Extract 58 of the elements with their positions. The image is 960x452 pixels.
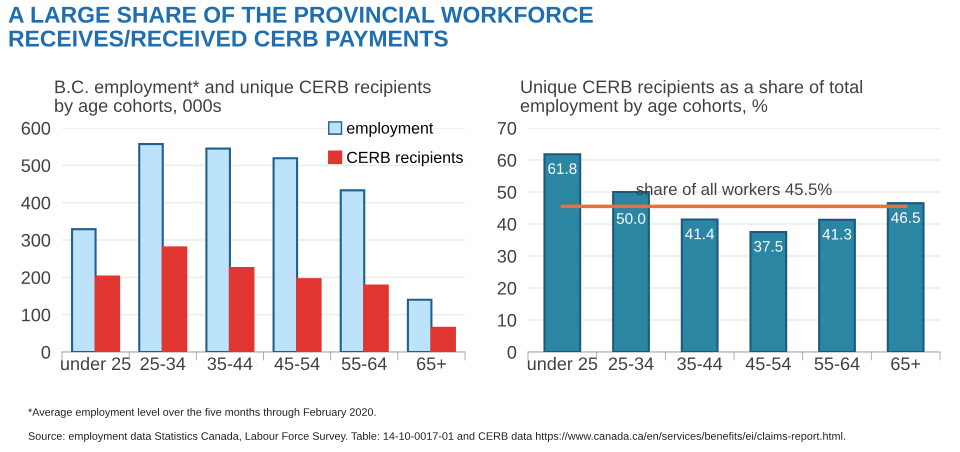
y-tick-label: 70 (498, 122, 516, 135)
y-tick-label: 200 (22, 271, 50, 284)
y-tick-label: 50 (498, 186, 516, 199)
chart-subtitle: Unique CERB recipients as a share of total employment by age cohorts, % (520, 80, 862, 116)
y-tick-label: 0 (508, 346, 516, 359)
x-tick-label: 25-34 (608, 357, 654, 370)
bar (818, 218, 856, 352)
bar (543, 153, 582, 352)
bar (749, 230, 788, 352)
y-tick-label: 30 (497, 250, 516, 263)
bar (228, 266, 254, 352)
y-tick-label: 20 (498, 282, 516, 295)
y-tick-label: 400 (21, 196, 50, 210)
bar (363, 284, 389, 352)
legend-label: employment (346, 122, 434, 137)
x-tick-label: 65+ (417, 357, 446, 370)
x-tick-label: under 25 (61, 356, 130, 370)
y-tick-label: 500 (21, 159, 50, 172)
x-tick-label: 25-34 (140, 357, 186, 370)
x-tick-label: 45-54 (274, 358, 320, 370)
y-tick-label: 100 (22, 308, 50, 322)
data-label: 37.5 (754, 240, 783, 252)
data-label: 46.5 (891, 212, 920, 223)
x-tick-label: under 25 (528, 356, 598, 370)
x-tick-label: 55-64 (814, 357, 860, 370)
y-tick-label: 600 (22, 122, 50, 135)
text: *Average employment level over the five months through February 2020. (28, 408, 376, 418)
legend-label: CERB recipients (347, 151, 463, 166)
bar (296, 278, 322, 352)
bar (886, 202, 925, 352)
x-tick-label: 45-54 (746, 358, 791, 370)
source-note: Source: employment data Statistics Canada, Labour Force Survey. Table: 14-10-0017-01 and CERB data https://www.canada.ca/en/services/benefits/ei/claims-report.html. (28, 432, 845, 442)
y-tick-label: 60 (498, 154, 516, 167)
ref-line-label: share of all workers 45.5% (636, 182, 832, 196)
x-tick-label: 35-44 (677, 357, 722, 370)
bar (205, 147, 231, 352)
bar (162, 246, 188, 352)
y-tick-label: 40 (497, 218, 516, 231)
y-tick-label: 10 (498, 314, 516, 327)
x-tick-label: 35-44 (208, 357, 252, 370)
data-label: 41.3 (822, 228, 852, 240)
y-tick-label: 0 (42, 346, 50, 359)
bar (138, 143, 164, 352)
bar (340, 189, 366, 352)
data-label: 50.0 (616, 213, 646, 224)
bar (680, 218, 719, 352)
x-tick-label: 55-64 (342, 357, 387, 370)
chart-subtitle: B.C. employment* and unique CERB recipients by age cohorts, 000s (55, 80, 431, 116)
bar (71, 228, 97, 352)
data-label: 61.8 (548, 163, 577, 174)
bar (272, 157, 298, 352)
y-tick-label: 300 (21, 234, 50, 247)
bar (430, 326, 456, 352)
chart-title: A LARGE SHARE OF THE PROVINCIAL WORKFORCE RECEIVES/RECEIVED CERB PAYMENTS (8, 6, 593, 47)
x-tick-label: 65+ (891, 357, 920, 370)
bar (406, 298, 432, 352)
data-label: 41.4 (685, 228, 714, 240)
bar (94, 276, 120, 352)
